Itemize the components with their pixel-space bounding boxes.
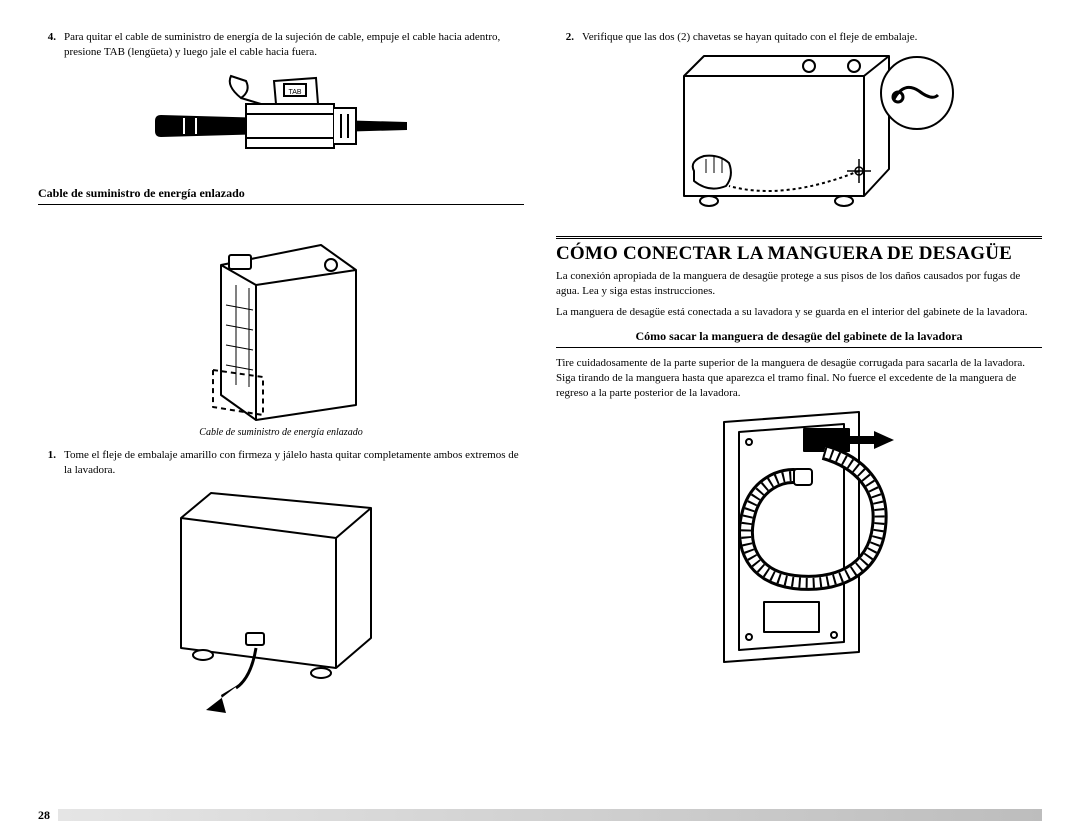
svg-text:TAB: TAB (288, 89, 301, 96)
step-number: 2. (556, 30, 574, 45)
step-text: Tome el fleje de embalaje amarillo con f… (64, 448, 524, 478)
subheading-cable: Cable de suministro de energía enlazado (38, 186, 524, 205)
paragraph: La manguera de desagüe está conectada a … (556, 305, 1042, 320)
subheading-remove-hose: Cómo sacar la manguera de desagüe del ga… (556, 329, 1042, 348)
paragraph: Tire cuidadosamente de la parte superior… (556, 356, 1042, 401)
figure-caption: Cable de suministro de energía enlazado (199, 427, 362, 438)
step-number: 1. (38, 448, 56, 478)
figure-cotter-pins (556, 51, 1042, 226)
step-number: 4. (38, 30, 56, 60)
section-heading-drain-hose: CÓMO CONECTAR LA MANGUERA DE DESAGÜE (556, 236, 1042, 265)
figure-pull-strap (38, 483, 524, 723)
step-2: 2. Verifique que las dos (2) chavetas se… (556, 30, 1042, 45)
left-column: 4. Para quitar el cable de suministro de… (38, 30, 524, 790)
right-column: 2. Verifique que las dos (2) chavetas se… (556, 30, 1042, 790)
step-text: Para quitar el cable de suministro de en… (64, 30, 524, 60)
step-4: 4. Para quitar el cable de suministro de… (38, 30, 524, 60)
paragraph: La conexión apropiada de la manguera de … (556, 269, 1042, 299)
page-number: 28 (38, 808, 58, 823)
page-footer: 28 (38, 806, 1042, 824)
step-1: 1. Tome el fleje de embalaje amarillo co… (38, 448, 524, 478)
figure-cable-lashed: Cable de suministro de energía enlazado (38, 215, 524, 438)
step-text: Verifique que las dos (2) chavetas se ha… (582, 30, 1042, 45)
footer-gradient-bar (38, 809, 1042, 821)
figure-drain-hose (556, 407, 1042, 667)
figure-tab-release: TAB (38, 66, 524, 176)
